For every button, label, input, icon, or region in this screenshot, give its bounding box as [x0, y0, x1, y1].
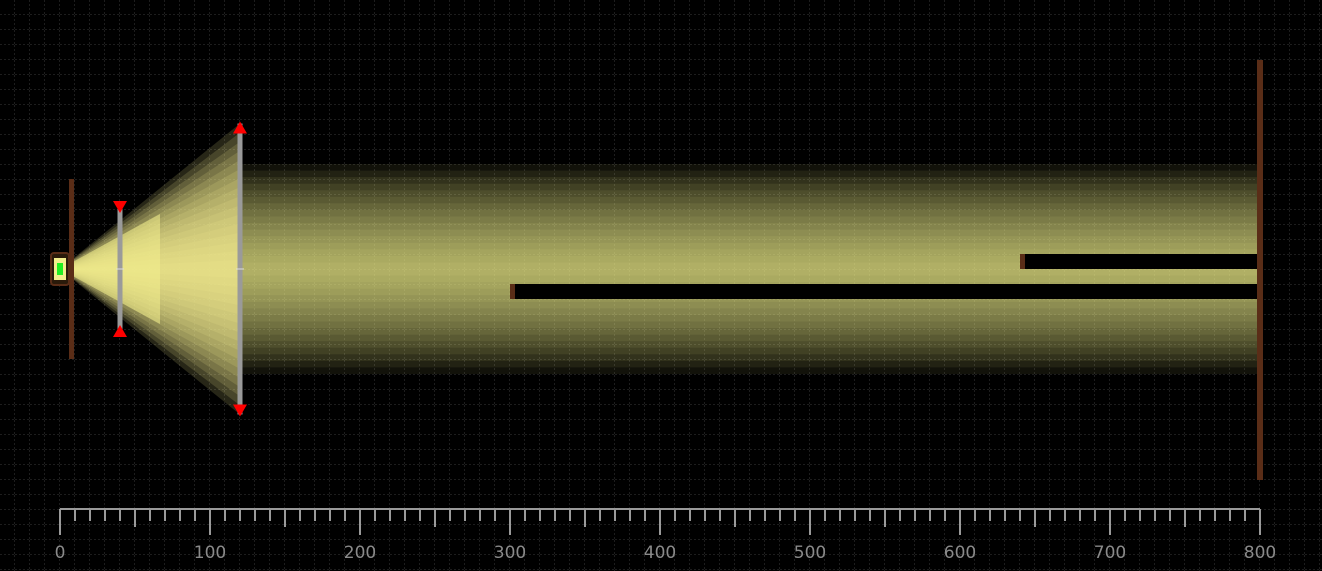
source-core-icon	[57, 263, 63, 275]
obstacle-block	[1020, 254, 1260, 269]
aperture-1[interactable]	[113, 201, 127, 337]
ruler-tick-label: 600	[944, 543, 976, 563]
distance-ruler: 0 100 200 300 400 500 600 700 800	[55, 508, 1276, 563]
light-source[interactable]	[50, 252, 70, 286]
ruler-tick-label: 200	[344, 543, 376, 563]
screen-wall	[1257, 60, 1263, 480]
ruler-tick-label: 0	[55, 543, 66, 563]
aperture-bottom-handle-icon[interactable]	[233, 404, 247, 417]
aperture-top-handle-icon[interactable]	[233, 121, 247, 134]
ruler-tick-label: 700	[1094, 543, 1126, 563]
obstacle-edge	[1020, 254, 1025, 269]
ruler-tick-label: 100	[194, 543, 226, 563]
light-beam	[60, 123, 1260, 415]
aperture-bottom-handle-icon[interactable]	[113, 325, 127, 337]
aperture-2[interactable]	[233, 121, 247, 417]
beam-cone-core	[60, 214, 160, 324]
ruler-tick-label: 300	[494, 543, 526, 563]
obstacle-edge	[510, 284, 515, 299]
aperture-top-handle-icon[interactable]	[113, 201, 127, 213]
ruler-tick-label: 400	[644, 543, 676, 563]
ruler-tick-label: 500	[794, 543, 826, 563]
obstacles	[510, 254, 1260, 299]
ruler-tick-label: 800	[1244, 543, 1276, 563]
source-backstop	[69, 179, 74, 359]
beam-parallel-layer	[240, 262, 1260, 276]
obstacle-block	[510, 284, 1260, 299]
